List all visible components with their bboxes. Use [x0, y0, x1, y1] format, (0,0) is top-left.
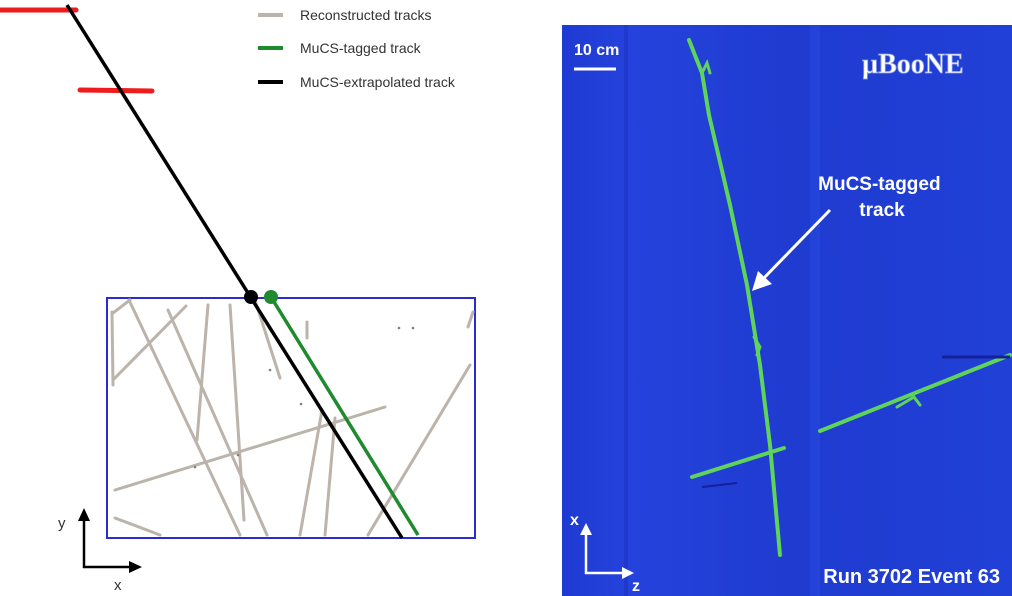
y-axis-label: y [58, 515, 66, 532]
axes-indicator: y x [58, 508, 142, 594]
hit-dot [397, 326, 401, 330]
reconstructed-track [166, 308, 269, 537]
reconstructed-tracks [110, 298, 475, 537]
reconstructed-track [113, 405, 387, 492]
reconstructed-track [111, 304, 188, 382]
reconstructed-track [127, 298, 242, 537]
reconstructed-hits [193, 326, 415, 469]
scale-label: 10 cm [574, 42, 619, 59]
hit-dot [411, 326, 415, 330]
reconstructed-track [110, 310, 115, 387]
event-display: 10 cm µBooNE MuCS-tagged track x z Run 3… [562, 25, 1012, 596]
tagged-entry-point [264, 290, 278, 304]
event-tracks [687, 38, 1012, 557]
annotation-arrowhead-icon [752, 271, 772, 291]
reconstructed-track [466, 310, 475, 329]
detector-box [106, 297, 476, 539]
event-x-arrowhead-icon [580, 523, 592, 535]
crossing-track-left [690, 446, 786, 479]
wire-band [624, 25, 628, 596]
reconstructed-track [323, 416, 337, 537]
annotation-label: MuCS-tagged track [818, 174, 946, 221]
reconstructed-track [195, 303, 210, 442]
legend-label-reconstructed: Reconstructed tracks [300, 7, 432, 23]
annotation-arrow [760, 208, 832, 282]
tagged-track-hook [700, 58, 712, 75]
hit-dot [236, 453, 240, 457]
x-axis-label: x [114, 577, 122, 594]
annotation-line-1: MuCS-tagged [818, 174, 940, 195]
event-z-arrowhead-icon [622, 567, 634, 579]
tagged-track-blob [752, 335, 762, 357]
track-fragment [895, 395, 922, 409]
legend-label-extrapolated: MuCS-extrapolated track [300, 74, 456, 90]
legend-label-tagged: MuCS-tagged track [300, 40, 422, 56]
tagged-track-display [687, 38, 782, 557]
reconstructed-track [298, 408, 324, 537]
run-event-label: Run 3702 Event 63 [823, 566, 1000, 588]
hit-dot [299, 402, 303, 406]
event-axis-up-label: x [570, 512, 579, 529]
event-background [562, 25, 1012, 596]
noise-streak [701, 482, 738, 488]
mucs-plane-bottom [77, 87, 155, 94]
schematic-panel: Reconstructed tracks MuCS-tagged track M… [0, 4, 476, 594]
reconstructed-track [366, 363, 472, 537]
event-axis-right-label: z [632, 578, 640, 595]
mucs-extrapolated-track [65, 4, 404, 539]
hit-dot [193, 465, 197, 469]
y-arrowhead-icon [78, 508, 90, 521]
wire-band [810, 25, 820, 596]
experiment-logo: µBooNE [862, 49, 964, 80]
annotation-line-2: track [859, 200, 905, 221]
extrapolated-entry-point [244, 290, 258, 304]
reconstructed-track [113, 516, 162, 537]
x-arrowhead-icon [129, 561, 142, 573]
mucs-tagged-track [269, 296, 420, 536]
reconstructed-track [111, 298, 132, 315]
reconstructed-track [228, 303, 246, 522]
legend: Reconstructed tracks MuCS-tagged track M… [258, 7, 456, 90]
hit-dot [268, 368, 272, 372]
crossing-track-right [818, 353, 1012, 433]
